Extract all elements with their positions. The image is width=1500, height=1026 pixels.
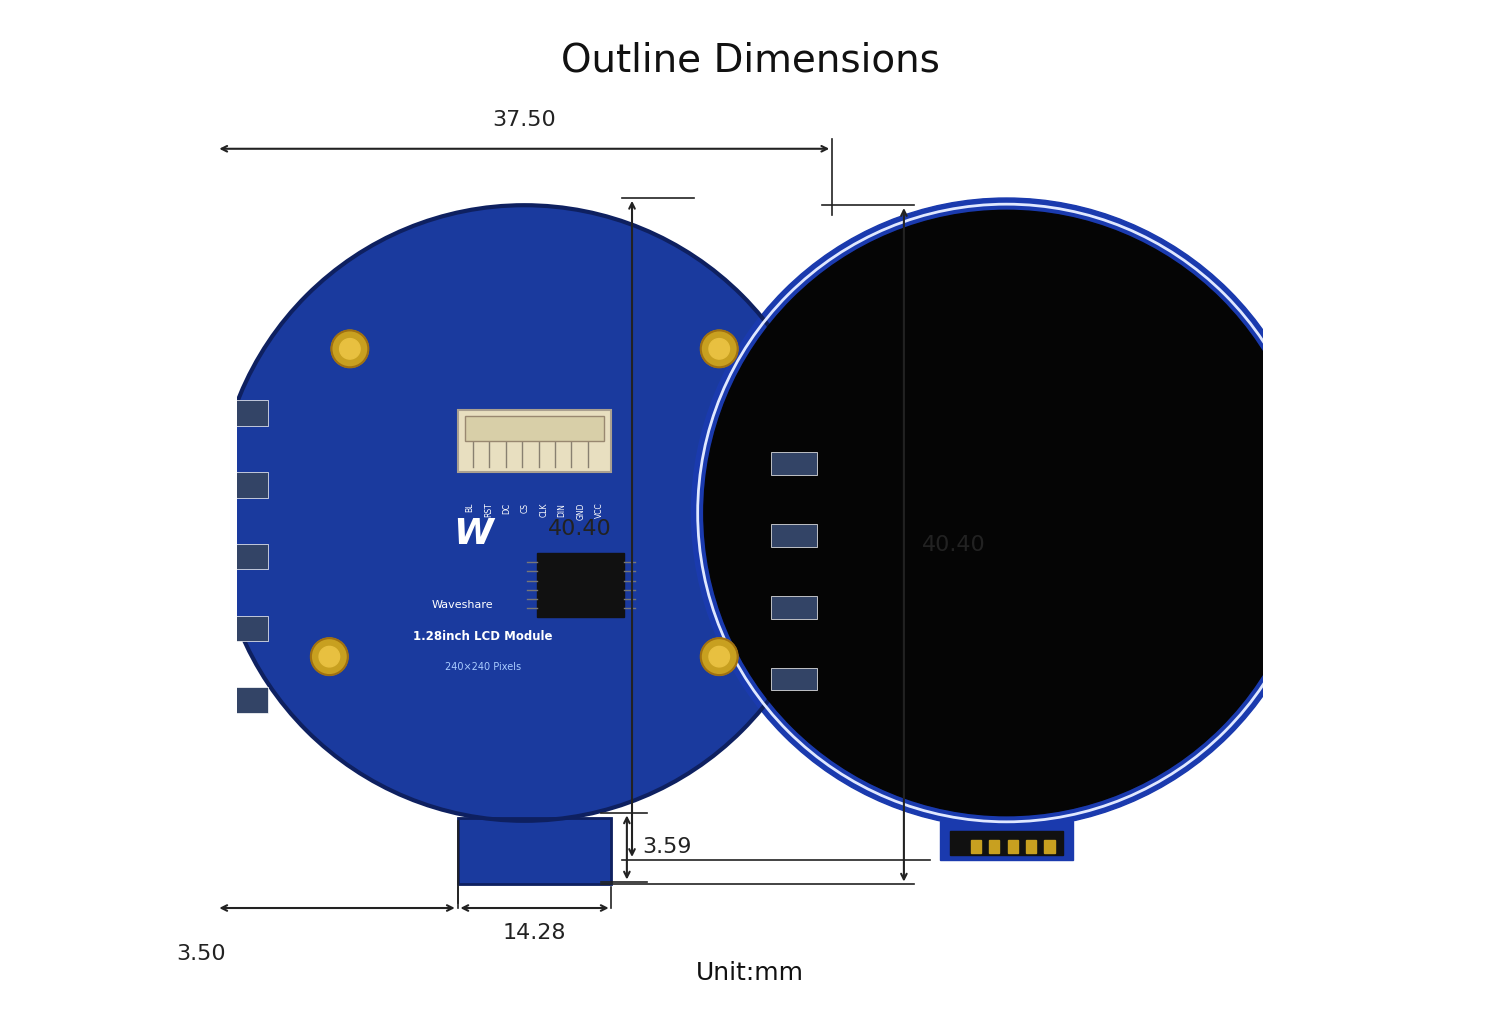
Text: VCC: VCC (594, 503, 603, 518)
FancyBboxPatch shape (458, 410, 612, 472)
Text: CS: CS (520, 503, 530, 513)
FancyBboxPatch shape (465, 416, 604, 441)
Bar (226, 687, 268, 713)
Bar (771, 524, 816, 547)
Bar (458, 818, 612, 884)
Circle shape (710, 339, 729, 359)
Circle shape (692, 198, 1322, 828)
Text: 40.40: 40.40 (922, 535, 986, 555)
Bar (771, 668, 816, 690)
Bar (1008, 840, 1019, 853)
Bar (1044, 840, 1054, 853)
Circle shape (704, 210, 1310, 816)
Text: DIN: DIN (558, 503, 567, 517)
Circle shape (710, 646, 729, 667)
Text: Outline Dimensions: Outline Dimensions (561, 41, 939, 79)
Text: 3.50: 3.50 (177, 944, 226, 963)
Bar (771, 452, 816, 475)
Bar (970, 840, 981, 853)
Text: DC: DC (503, 503, 512, 514)
Circle shape (700, 330, 738, 367)
Text: GND: GND (576, 503, 585, 520)
Text: 40.40: 40.40 (548, 519, 612, 539)
Text: 14.28: 14.28 (503, 923, 567, 943)
FancyBboxPatch shape (458, 818, 612, 884)
Bar (940, 821, 1072, 860)
Text: W: W (453, 516, 494, 551)
Circle shape (216, 205, 832, 821)
Text: RST: RST (484, 503, 494, 517)
Bar (226, 472, 268, 498)
Circle shape (332, 330, 369, 367)
Text: Waveshare: Waveshare (432, 600, 494, 610)
Bar (226, 400, 268, 426)
Bar (537, 553, 624, 617)
Text: 1.28inch LCD Module: 1.28inch LCD Module (414, 630, 554, 642)
Bar (1026, 840, 1036, 853)
Text: 3.59: 3.59 (642, 837, 692, 858)
Bar (988, 840, 999, 853)
Bar (226, 616, 268, 641)
Bar (950, 831, 1064, 855)
Text: 37.50: 37.50 (492, 111, 556, 130)
Text: Unit:mm: Unit:mm (696, 961, 804, 985)
Text: 240×240 Pixels: 240×240 Pixels (446, 662, 522, 672)
Bar (226, 544, 268, 569)
Text: BL: BL (465, 503, 474, 512)
Text: CLK: CLK (540, 503, 549, 517)
Circle shape (339, 339, 360, 359)
Circle shape (700, 638, 738, 675)
Circle shape (320, 646, 339, 667)
Bar (771, 596, 816, 619)
Circle shape (310, 638, 348, 675)
